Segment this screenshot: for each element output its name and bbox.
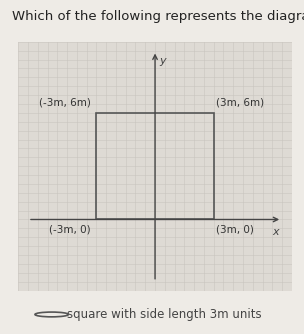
Text: (-3m, 6m): (-3m, 6m) bbox=[39, 98, 91, 108]
Text: (3m, 0): (3m, 0) bbox=[216, 225, 254, 235]
Text: (3m, 6m): (3m, 6m) bbox=[216, 98, 264, 108]
Text: (-3m, 0): (-3m, 0) bbox=[49, 225, 91, 235]
Text: x: x bbox=[272, 227, 279, 237]
Bar bbox=[96, 113, 214, 219]
Text: square with side length 3m units: square with side length 3m units bbox=[67, 308, 261, 321]
Text: y: y bbox=[159, 56, 166, 66]
Text: Which of the following represents the diagram below?: Which of the following represents the di… bbox=[12, 10, 304, 23]
